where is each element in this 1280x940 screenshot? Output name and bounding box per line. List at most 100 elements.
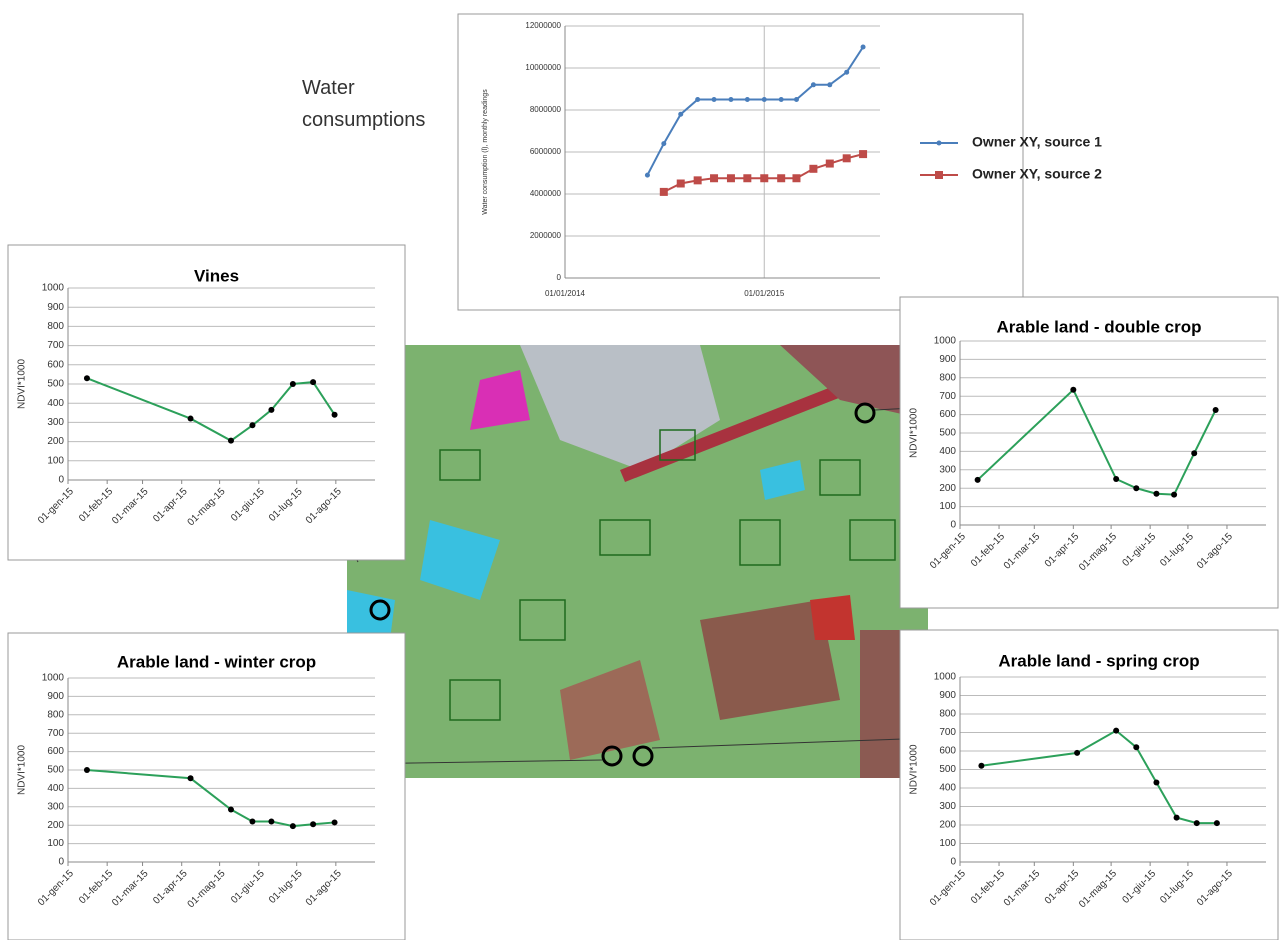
marker — [289, 381, 296, 387]
marker — [1133, 744, 1140, 751]
y-tick-label: 800 — [939, 709, 956, 720]
x-tick-label: 01/01/2015 — [744, 289, 785, 298]
chart-title: Vines — [194, 266, 239, 285]
y-tick-label: 200 — [939, 483, 956, 494]
marker — [827, 82, 833, 88]
legend-label: Owner XY, source 2 — [972, 166, 1102, 182]
marker — [693, 176, 702, 185]
chart-panel: 0100200300400500600700800900100001-gen-1… — [7, 632, 406, 940]
y-tick-label: 8000000 — [530, 105, 562, 114]
marker — [974, 476, 981, 483]
marker — [809, 164, 818, 173]
y-tick-label: 1000 — [934, 336, 957, 347]
y-tick-label: 12000000 — [525, 21, 561, 30]
marker — [743, 174, 752, 183]
y-tick-label: 800 — [47, 321, 64, 332]
y-tick-label: 300 — [47, 801, 64, 812]
legend-marker — [935, 171, 943, 179]
marker — [676, 179, 685, 188]
marker — [249, 422, 256, 429]
marker — [310, 821, 317, 828]
y-tick-label: 200 — [47, 436, 64, 447]
y-tick-label: 200 — [939, 820, 956, 831]
panel-frame — [457, 13, 1024, 311]
panel-frame — [899, 629, 1279, 940]
panel-frame — [899, 296, 1279, 609]
y-tick-label: 800 — [939, 372, 956, 383]
marker — [227, 806, 234, 813]
marker — [659, 187, 668, 196]
marker — [859, 150, 868, 159]
y-tick-label: 900 — [47, 691, 64, 702]
chart-title: Arable land - double crop — [997, 317, 1202, 336]
y-tick-label: 800 — [47, 709, 64, 720]
marker — [249, 818, 256, 825]
y-tick-label: 10000000 — [525, 63, 561, 72]
marker — [83, 375, 90, 382]
y-tick-label: 100 — [47, 455, 64, 466]
marker — [661, 141, 667, 147]
marker — [1212, 407, 1219, 413]
panel-frame — [7, 632, 406, 940]
marker — [744, 97, 750, 102]
series-line — [976, 388, 1217, 496]
marker — [268, 818, 275, 825]
y-axis-label: Water consumption (l), monthly readings — [482, 89, 489, 215]
legend-marker — [936, 140, 942, 146]
marker — [1070, 386, 1077, 393]
y-tick-label: 700 — [939, 727, 956, 738]
series-line — [646, 46, 864, 176]
marker — [1171, 491, 1178, 498]
y-tick-label: 400 — [939, 783, 956, 794]
y-tick-label: 4000000 — [530, 189, 562, 198]
y-tick-label: 600 — [47, 746, 64, 757]
marker — [978, 762, 985, 769]
y-tick-label: 700 — [47, 728, 64, 739]
chart-title: Arable land - spring crop — [998, 651, 1199, 670]
marker — [1173, 814, 1180, 821]
y-tick-label: 0 — [557, 273, 562, 282]
y-axis-label: NDVI*1000 — [909, 744, 920, 794]
marker — [678, 111, 684, 117]
y-tick-label: 600 — [47, 359, 64, 370]
y-tick-label: 900 — [47, 302, 64, 313]
y-axis-label: NDVI*1000 — [17, 359, 28, 409]
marker — [310, 379, 317, 386]
series-line — [981, 729, 1217, 825]
marker — [1153, 779, 1160, 786]
marker — [268, 406, 275, 413]
chart-panel: 0100200300400500600700800900100001-gen-1… — [899, 629, 1279, 940]
marker — [728, 97, 734, 102]
marker — [726, 174, 735, 183]
y-tick-label: 200 — [47, 820, 64, 831]
y-tick-label: 500 — [939, 764, 956, 775]
y-tick-label: 100 — [939, 501, 956, 512]
y-tick-label: 0 — [58, 857, 64, 868]
marker — [227, 437, 234, 444]
marker — [331, 411, 338, 418]
y-tick-label: 900 — [939, 690, 956, 701]
marker — [83, 767, 90, 773]
y-tick-label: 100 — [47, 838, 64, 849]
marker — [778, 97, 784, 102]
y-tick-label: 900 — [939, 354, 956, 365]
marker — [777, 174, 786, 183]
y-tick-label: 400 — [939, 446, 956, 457]
marker — [792, 174, 801, 183]
x-tick-label: 01/01/2014 — [545, 289, 586, 298]
marker — [1193, 820, 1200, 827]
y-tick-label: 100 — [939, 838, 956, 849]
y-tick-label: 0 — [58, 475, 64, 486]
chart-panel: 0100200300400500600700800900100001-gen-1… — [7, 244, 406, 561]
y-tick-label: 600 — [939, 409, 956, 420]
y-tick-label: 300 — [939, 464, 956, 475]
marker — [844, 69, 850, 75]
marker — [810, 82, 816, 88]
y-tick-label: 1000 — [42, 673, 65, 684]
marker — [289, 823, 296, 830]
marker — [761, 97, 767, 102]
y-tick-label: 0 — [950, 520, 956, 531]
y-tick-label: 2000000 — [530, 231, 562, 240]
